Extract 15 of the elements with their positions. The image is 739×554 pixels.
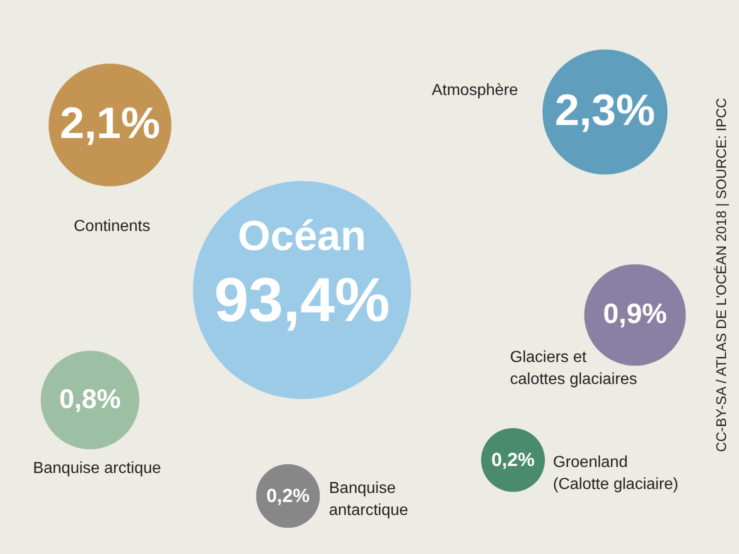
category-label: Groenland (Calotte glaciaire) [553,454,678,493]
data-label: 0,9% [603,298,668,329]
category-label: Continents [74,218,150,235]
data-label: 93,4% [214,266,390,335]
data-label: 0,8% [59,384,121,414]
category-label: Banquise arctique [32,460,162,477]
category-label: Glaciers et calottes glaciaires [510,349,638,388]
data-label: 0,2% [266,486,310,507]
category-label: Banquise antarctique [329,480,408,519]
data-label: 0,2% [491,450,535,471]
data-label: 2,1% [60,99,160,148]
text: CC-BY-SA / ATLAS DE L'OCÉAN 2018 | SOURCE: IPCC [713,98,729,452]
category-label: Océan [238,212,366,259]
category-label: Atmosphère [432,82,518,99]
data-label: 2,3% [554,86,656,135]
